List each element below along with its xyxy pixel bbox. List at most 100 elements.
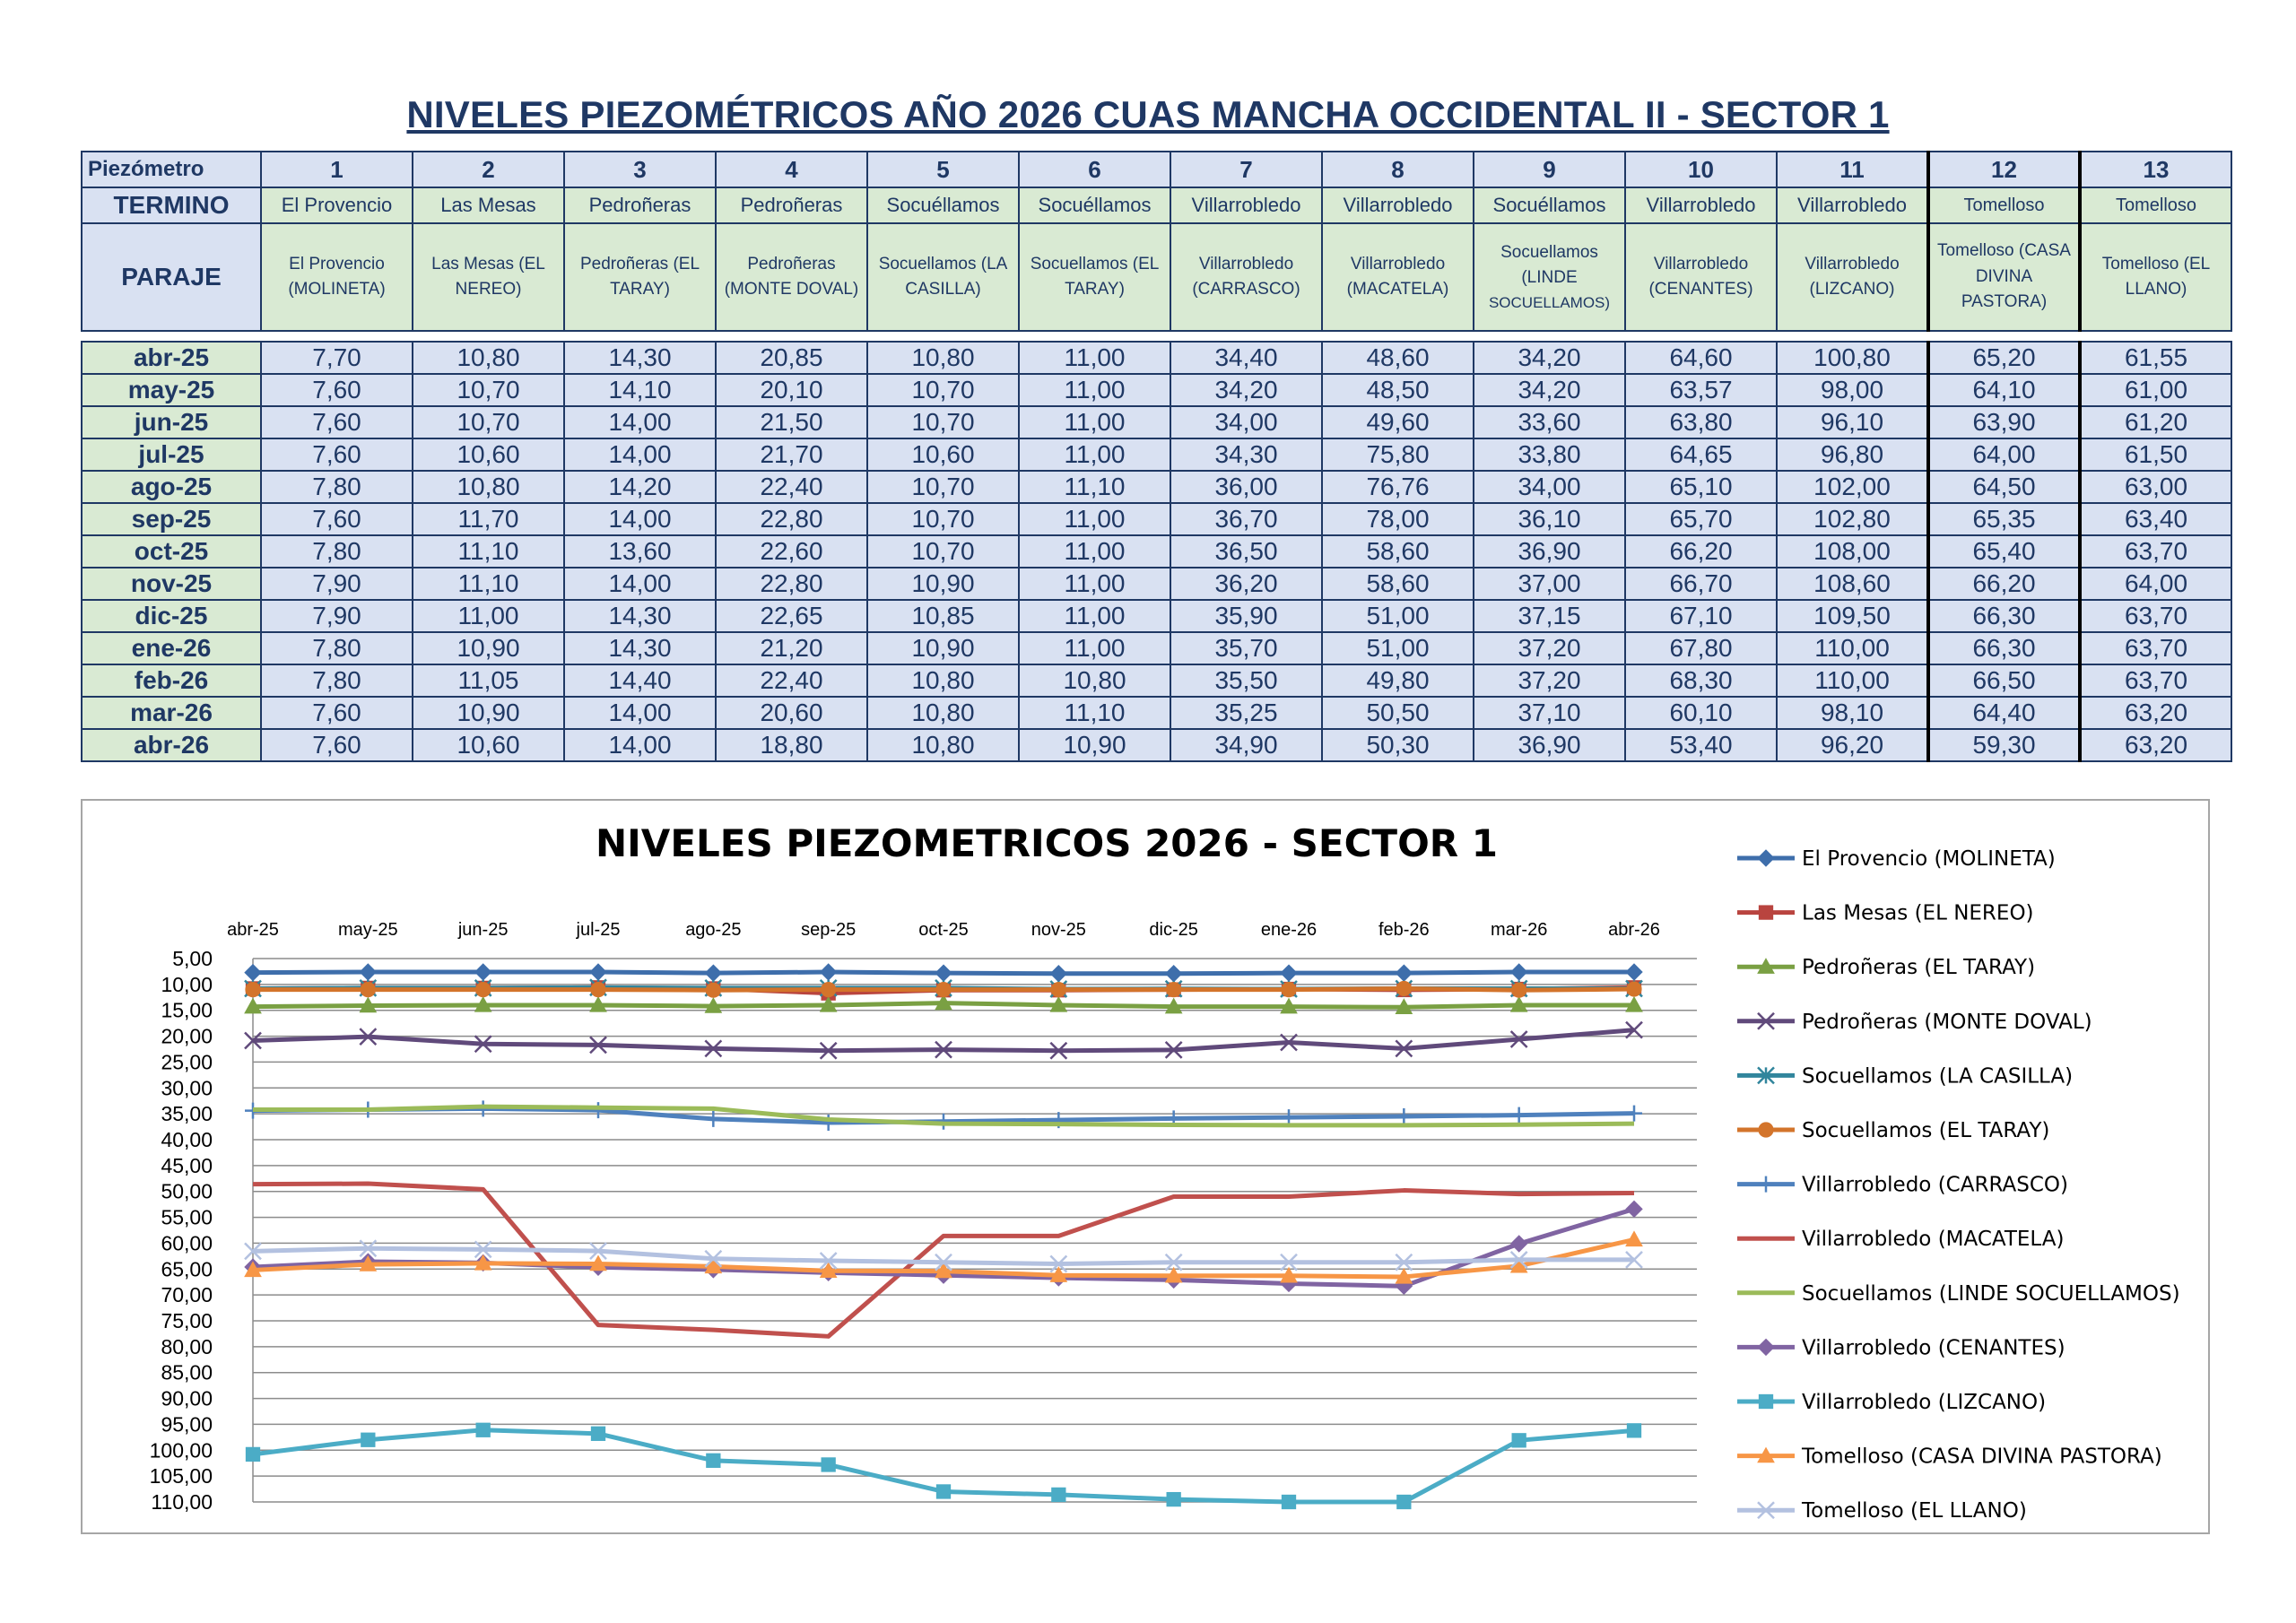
- data-point: [1280, 964, 1298, 982]
- data-point: [1511, 982, 1527, 998]
- value-cell: 63,80: [1624, 405, 1778, 439]
- value-cell: 60,10: [1624, 696, 1778, 730]
- data-point: [935, 1262, 952, 1279]
- data-point: [1280, 997, 1298, 1014]
- value-cell: 14,10: [563, 373, 717, 407]
- data-point: [474, 1254, 492, 1271]
- header-row-paraje: PARAJE El Provencio (MOLINETA) Las Mesas (E…: [81, 222, 2232, 332]
- value-cell: 11,00: [1018, 405, 1171, 439]
- value-cell: 35,50: [1170, 664, 1323, 698]
- spacer-cell: [564, 330, 716, 343]
- piezometer-number: 6: [1018, 151, 1171, 188]
- paraje-cell: Villarrobledo (CENANTES): [1624, 222, 1778, 332]
- value-cell: 21,50: [715, 405, 868, 439]
- data-point: [935, 1253, 952, 1271]
- value-cell: 61,50: [2078, 438, 2232, 472]
- paraje-cell: Las Mesas (EL NEREO): [412, 222, 565, 332]
- data-point: [590, 1426, 606, 1441]
- line-chart: NIVELES PIEZOMETRICOS 2026 - SECTOR 1 5,0…: [150, 821, 2180, 1523]
- paraje-line: Tomelloso (CASA: [1937, 241, 2071, 261]
- y-tick-label: 30,00: [161, 1076, 213, 1099]
- value-cell: 14,00: [563, 502, 717, 536]
- value-cell: 37,20: [1473, 631, 1626, 665]
- y-tick-label: 15,00: [161, 999, 213, 1022]
- value-cell: 14,30: [563, 631, 717, 665]
- value-cell: 67,10: [1624, 599, 1778, 633]
- value-cell: 36,70: [1170, 502, 1323, 536]
- data-point: [359, 1028, 378, 1046]
- termino-cell: Tomelloso: [2078, 187, 2232, 224]
- value-cell: 67,80: [1624, 631, 1778, 665]
- value-cell: 75,80: [1321, 438, 1474, 472]
- value-cell: 10,90: [866, 631, 1020, 665]
- value-cell: 34,20: [1473, 341, 1626, 375]
- month-cell: nov-25: [81, 567, 262, 601]
- x-tick-label: nov-25: [1031, 920, 1086, 940]
- x-tick-label: may-25: [338, 920, 398, 940]
- legend-label: Villarrobledo (LIZCANO): [1802, 1391, 2046, 1414]
- paraje-line: (MACATELA): [1346, 280, 1449, 299]
- termino-cell: Socuéllamos: [1018, 187, 1171, 224]
- data-point: [1626, 1423, 1642, 1438]
- data-point: [704, 964, 723, 982]
- data-point: [590, 1102, 606, 1119]
- data-point: [244, 997, 262, 1014]
- value-cell: 14,40: [563, 664, 717, 698]
- value-cell: 34,00: [1473, 470, 1626, 504]
- value-cell: 35,90: [1170, 599, 1323, 633]
- data-point: [1164, 965, 1183, 983]
- termino-cell: Las Mesas: [412, 187, 565, 224]
- value-cell: 11,00: [1018, 502, 1171, 536]
- spacer-cell: [1777, 330, 1928, 343]
- value-cell: 51,00: [1321, 599, 1474, 633]
- value-cell: 64,00: [1926, 438, 2081, 472]
- spacer-cell: [1019, 330, 1170, 343]
- data-point: [474, 1240, 492, 1259]
- table-row: abr-25 7,70 10,80 14,30 20,85 10,80 11,00 34,40…: [81, 341, 2232, 375]
- value-cell: 11,00: [1018, 599, 1171, 633]
- series-line: [253, 1104, 1635, 1128]
- header-piezometro-label: Piezómetro: [81, 151, 262, 188]
- chart-title: NIVELES PIEZOMETRICOS 2026 - SECTOR 1: [596, 821, 1498, 865]
- y-tick-label: 40,00: [161, 1128, 213, 1151]
- paraje-line: (MOLINETA): [288, 280, 386, 299]
- value-cell: 61,55: [2078, 341, 2232, 375]
- data-point: [359, 1255, 378, 1271]
- paraje-cell: El Provencio (MOLINETA): [260, 222, 413, 332]
- value-cell: 10,60: [412, 438, 565, 472]
- value-cell: 7,60: [260, 502, 413, 536]
- data-point: [1511, 1433, 1526, 1448]
- x-tick-label: sep-25: [801, 920, 856, 940]
- termino-cell: Socuéllamos: [1473, 187, 1626, 224]
- data-point: [1281, 982, 1297, 998]
- y-tick-label: 110,00: [151, 1490, 213, 1514]
- value-cell: 11,00: [1018, 534, 1171, 568]
- data-point: [1396, 1494, 1412, 1510]
- value-cell: 22,65: [715, 599, 868, 633]
- paraje-cell: Socuellamos (EL TARAY): [1018, 222, 1171, 332]
- value-cell: 10,90: [412, 631, 565, 665]
- value-cell: 35,25: [1170, 696, 1323, 730]
- value-cell: 34,20: [1473, 373, 1626, 407]
- value-cell: 63,70: [2078, 599, 2232, 633]
- value-cell: 36,20: [1170, 567, 1323, 601]
- value-cell: 20,10: [715, 373, 868, 407]
- paraje-cell: Tomelloso (CASA DIVINA PASTORA): [1926, 222, 2081, 332]
- value-cell: 14,00: [563, 405, 717, 439]
- paraje-line: (CARRASCO): [1192, 280, 1300, 299]
- value-cell: 18,80: [715, 728, 868, 762]
- value-cell: 7,80: [260, 470, 413, 504]
- value-cell: 7,60: [260, 696, 413, 730]
- paraje-line: Socuellamos (EL: [1030, 254, 1160, 273]
- paraje-line: PASTORA): [1961, 292, 2048, 312]
- data-point: [935, 1040, 952, 1059]
- value-cell: 7,90: [260, 567, 413, 601]
- data-point: [821, 982, 837, 998]
- data-point: [819, 1252, 838, 1270]
- legend-label: Tomelloso (EL LLANO): [1801, 1499, 2027, 1523]
- value-cell: 65,10: [1624, 470, 1778, 504]
- value-cell: 7,90: [260, 599, 413, 633]
- data-point: [705, 982, 721, 998]
- data-point: [935, 982, 952, 998]
- data-point: [1625, 1230, 1643, 1247]
